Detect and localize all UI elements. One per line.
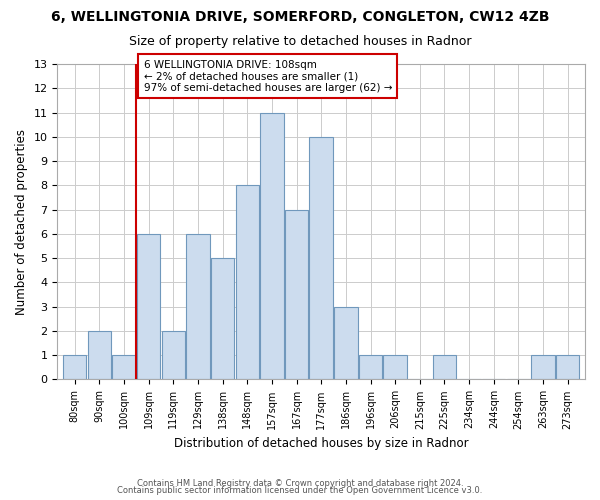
Text: 6, WELLINGTONIA DRIVE, SOMERFORD, CONGLETON, CW12 4ZB: 6, WELLINGTONIA DRIVE, SOMERFORD, CONGLE… bbox=[51, 10, 549, 24]
Text: 6 WELLINGTONIA DRIVE: 108sqm
← 2% of detached houses are smaller (1)
97% of semi: 6 WELLINGTONIA DRIVE: 108sqm ← 2% of det… bbox=[143, 60, 392, 92]
Bar bbox=[63, 355, 86, 380]
Bar bbox=[161, 331, 185, 380]
Y-axis label: Number of detached properties: Number of detached properties bbox=[15, 128, 28, 314]
Bar bbox=[383, 355, 407, 380]
Bar bbox=[137, 234, 160, 380]
Bar bbox=[112, 355, 136, 380]
Bar bbox=[260, 112, 284, 380]
Bar bbox=[186, 234, 209, 380]
Bar bbox=[236, 186, 259, 380]
Bar bbox=[211, 258, 234, 380]
Text: Contains HM Land Registry data © Crown copyright and database right 2024.: Contains HM Land Registry data © Crown c… bbox=[137, 478, 463, 488]
X-axis label: Distribution of detached houses by size in Radnor: Distribution of detached houses by size … bbox=[174, 437, 469, 450]
Bar bbox=[310, 137, 333, 380]
Bar bbox=[285, 210, 308, 380]
Bar bbox=[334, 306, 358, 380]
Bar bbox=[556, 355, 580, 380]
Bar bbox=[433, 355, 456, 380]
Bar bbox=[88, 331, 111, 380]
Text: Contains public sector information licensed under the Open Government Licence v3: Contains public sector information licen… bbox=[118, 486, 482, 495]
Text: Size of property relative to detached houses in Radnor: Size of property relative to detached ho… bbox=[129, 35, 471, 48]
Bar bbox=[359, 355, 382, 380]
Bar bbox=[532, 355, 555, 380]
